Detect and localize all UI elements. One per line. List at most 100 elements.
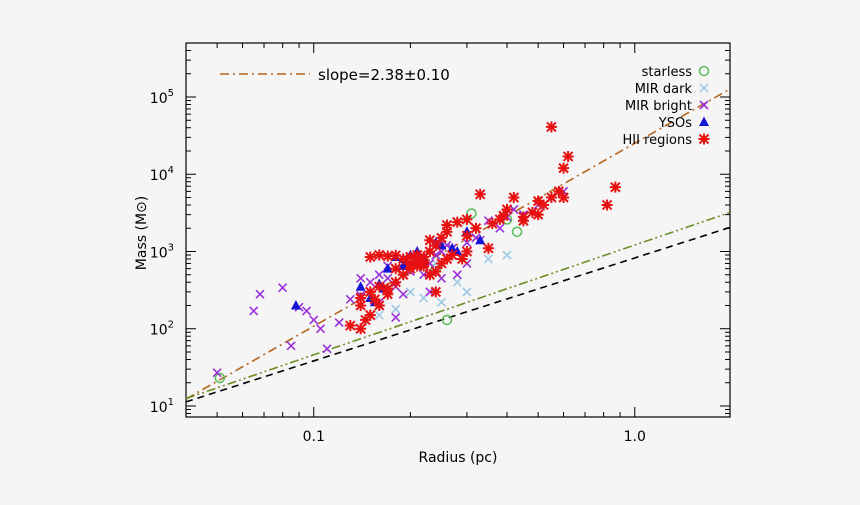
legend-marker: [699, 83, 709, 93]
point-hii-regions: [545, 191, 557, 203]
axis-ticks: [185, 42, 730, 417]
legend-label: starless: [642, 65, 693, 80]
point-hii-regions: [441, 253, 453, 265]
point-starless: [214, 372, 226, 384]
point-mir-bright: [315, 324, 326, 334]
point-mir-bright: [452, 270, 462, 280]
y-tick-label: 105: [150, 88, 174, 107]
x-tick-label: 1.0: [624, 429, 646, 445]
point-hii-regions: [373, 281, 385, 293]
point-hii-regions: [418, 260, 430, 272]
point-mir-bright: [322, 344, 332, 354]
slope-annotation-text: slope=2.38±0.10: [318, 66, 450, 84]
point-hii-regions: [482, 242, 494, 254]
point-mir-dark: [452, 277, 462, 287]
y-tick-label: 102: [150, 320, 174, 339]
point-hii-regions: [430, 239, 442, 251]
y-axis-label: Mass (M⊙): [134, 196, 150, 270]
point-mir-bright: [302, 306, 312, 316]
point-hii-regions: [364, 251, 376, 263]
point-hii-regions: [517, 215, 529, 227]
point-mir-bright: [249, 306, 259, 316]
legend-marker: [698, 133, 710, 145]
point-hii-regions: [456, 253, 468, 265]
point-mir-bright: [286, 341, 296, 351]
point-hii-regions: [369, 293, 381, 305]
point-ysos: [447, 242, 458, 253]
point-hii-regions: [355, 299, 367, 311]
point-hii-regions: [364, 286, 376, 298]
point-mir-bright: [365, 277, 375, 287]
point-mir-bright: [462, 238, 472, 248]
point-hii-regions: [532, 195, 544, 207]
point-hii-regions: [435, 257, 447, 269]
tick-labels: 0.1 1.0 101 102 103 104 105: [150, 88, 646, 445]
point-hii-regions: [553, 185, 565, 197]
point-mir-bright: [509, 204, 519, 215]
point-mir-bright: [398, 289, 408, 299]
point-hii-regions: [497, 210, 509, 222]
point-mir-bright: [495, 223, 505, 233]
point-hii-regions: [430, 286, 442, 298]
point-hii-regions: [461, 245, 473, 257]
point-hii-regions: [601, 199, 613, 211]
point-mir-bright: [383, 273, 393, 283]
y-tick-label: 101: [150, 397, 174, 416]
point-mir-bright: [212, 368, 222, 378]
point-hii-regions: [441, 226, 453, 238]
point-hii-regions: [390, 249, 402, 261]
point-hii-regions: [424, 245, 436, 257]
legend-marker: [698, 65, 710, 77]
point-ysos: [355, 281, 366, 291]
point-hii-regions: [397, 253, 409, 265]
point-mir-bright: [345, 294, 355, 304]
slope-annotation: slope=2.38±0.10: [220, 66, 450, 84]
line-fit: [185, 88, 731, 400]
legend-label: MIR bright: [625, 99, 692, 114]
point-hii-regions: [364, 309, 376, 321]
point-hii-regions: [411, 249, 423, 261]
point-hii-regions: [441, 219, 453, 231]
point-hii-regions: [501, 203, 513, 215]
point-hii-regions: [411, 255, 423, 267]
point-mir-bright: [391, 312, 401, 323]
point-hii-regions: [344, 320, 356, 332]
point-mir-dark: [391, 304, 401, 314]
plot-frame: [185, 42, 731, 418]
point-hii-regions: [609, 181, 621, 193]
point-hii-regions: [562, 150, 574, 162]
point-hii-regions: [382, 288, 394, 300]
point-ysos: [290, 299, 301, 310]
point-mir-bright: [374, 270, 384, 280]
point-hii-regions: [508, 191, 520, 203]
point-ysos: [436, 239, 447, 250]
point-hii-regions: [446, 249, 458, 261]
point-ysos: [382, 263, 393, 273]
point-starless: [511, 226, 523, 238]
legend-label: YSOs: [658, 116, 692, 131]
point-hii-regions: [382, 250, 394, 262]
legend-marker: [699, 100, 709, 110]
y-tick-label: 104: [150, 165, 174, 184]
point-mir-dark: [374, 310, 384, 320]
point-mir-dark: [483, 254, 493, 264]
point-mir-dark: [462, 287, 472, 297]
point-hii-regions: [424, 269, 436, 281]
point-hii-regions: [558, 162, 570, 174]
point-hii-regions: [474, 188, 486, 200]
point-mir-dark: [405, 287, 415, 297]
point-hii-regions: [397, 269, 409, 281]
point-hii-regions: [538, 199, 550, 211]
point-hii-regions: [532, 209, 544, 221]
data-points: [212, 121, 621, 384]
point-ysos: [475, 234, 486, 245]
point-starless: [466, 208, 477, 219]
legend-marker: [699, 116, 709, 126]
point-hii-regions: [360, 314, 372, 326]
point-hii-regions: [435, 232, 447, 244]
point-mir-bright: [278, 283, 288, 293]
point-hii-regions: [545, 121, 557, 133]
point-starless: [441, 314, 453, 326]
point-hii-regions: [558, 191, 570, 203]
point-hii-regions: [373, 299, 385, 311]
